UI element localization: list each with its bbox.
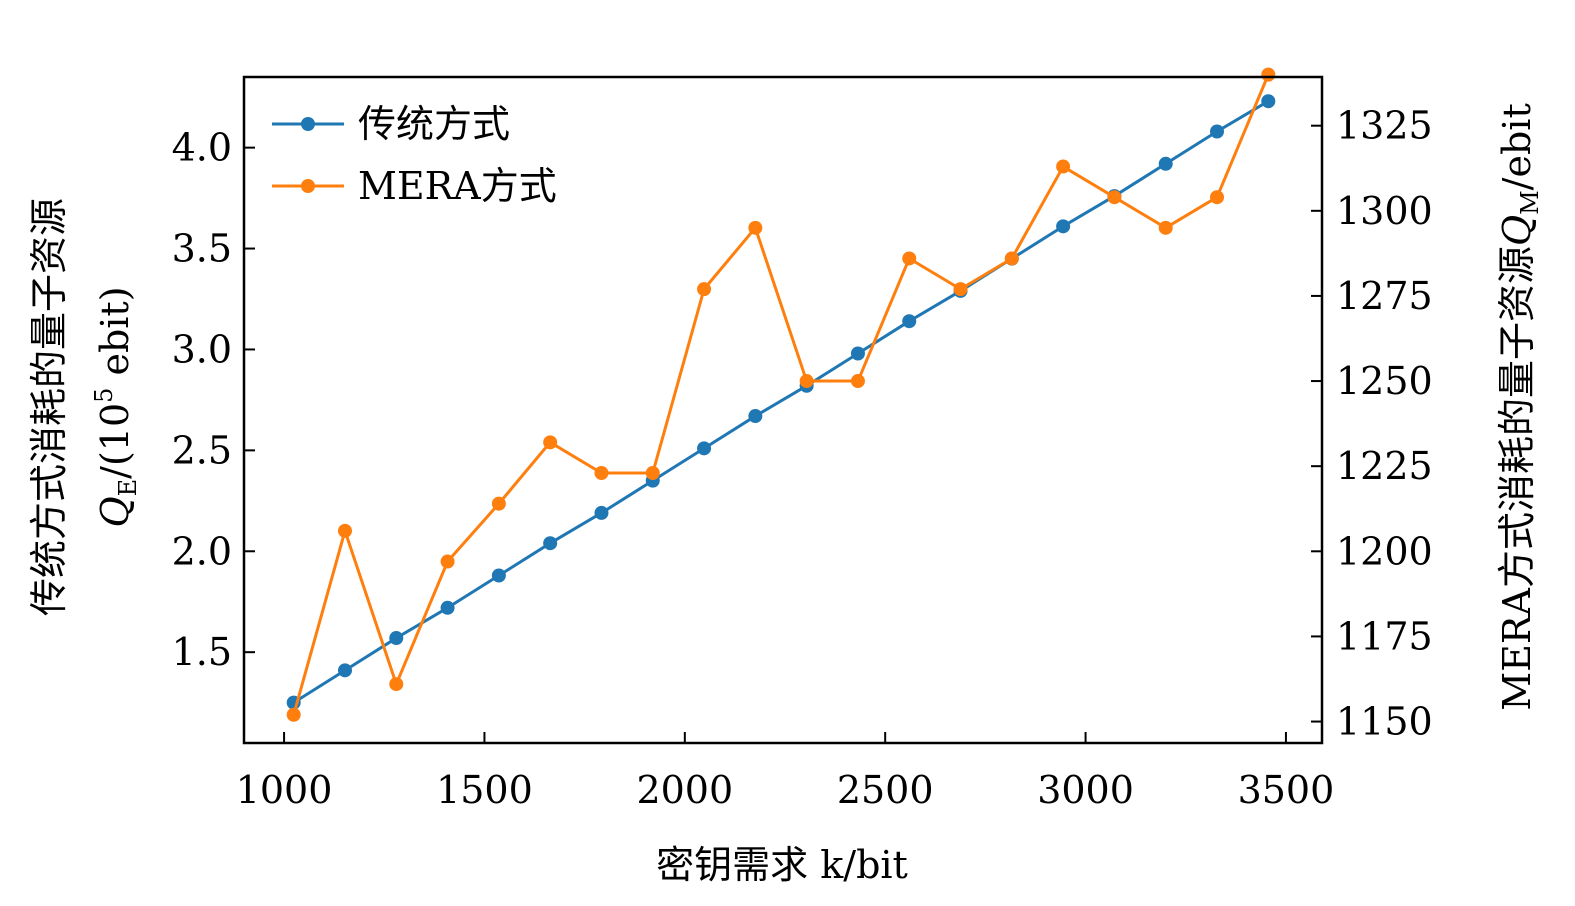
series-1-point bbox=[389, 677, 404, 692]
right-y-tick-label: 1225 bbox=[1336, 444, 1433, 488]
series-0-point bbox=[1056, 219, 1071, 234]
series-1-point bbox=[337, 523, 352, 538]
x-tick-label: 3000 bbox=[1037, 768, 1134, 812]
series-0-point bbox=[1210, 124, 1225, 139]
x-tick-label: 1500 bbox=[436, 768, 533, 812]
series-0-point bbox=[594, 505, 609, 520]
right-axis-symbol: Q bbox=[1495, 215, 1539, 246]
series-1-point bbox=[1056, 159, 1071, 174]
right-axis-unit: /ebit bbox=[1495, 103, 1539, 190]
series-0-point bbox=[850, 346, 865, 361]
plot-area bbox=[286, 67, 1276, 722]
legend: 传统方式 MERA方式 bbox=[272, 102, 557, 208]
series-0-point bbox=[389, 631, 404, 646]
x-axis-title: 密钥需求 k/bit bbox=[656, 843, 908, 887]
left-axis-subscript: E bbox=[114, 479, 142, 497]
right-y-tick-label: 1275 bbox=[1336, 274, 1433, 318]
left-y-tick-label: 1.5 bbox=[172, 630, 232, 674]
right-axis-title-main: MERA方式消耗的量子资源 bbox=[1495, 246, 1539, 711]
plot-frame bbox=[242, 75, 1324, 745]
series-1-point bbox=[1210, 190, 1225, 205]
series-1-point bbox=[748, 220, 763, 235]
series-1-point bbox=[1107, 190, 1122, 205]
series-0-point bbox=[1261, 94, 1276, 109]
series-0-point bbox=[748, 409, 763, 424]
series-line-0 bbox=[292, 99, 1270, 704]
series-0-point bbox=[543, 536, 558, 551]
series-1-point bbox=[543, 435, 558, 450]
legend-label-mera: MERA方式 bbox=[358, 164, 557, 208]
left-axis-title-unit: QE/(105 ebit) bbox=[90, 286, 142, 527]
series-1-point bbox=[953, 282, 968, 297]
series-1-point bbox=[850, 374, 865, 389]
series-1-point bbox=[440, 554, 455, 569]
left-y-tick-label: 4.0 bbox=[172, 126, 232, 170]
legend-marker-mera bbox=[301, 179, 315, 193]
series-1-point bbox=[286, 707, 301, 722]
x-tick-label: 2500 bbox=[837, 768, 934, 812]
right-y-tick-label: 1325 bbox=[1336, 104, 1433, 148]
left-axis-exponent: 5 bbox=[90, 388, 118, 403]
left-axis-title: 传统方式消耗的量子资源 QE/(105 ebit) bbox=[27, 198, 142, 616]
right-axis-title: MERA方式消耗的量子资源QM/ebit bbox=[1495, 103, 1544, 710]
right-y-tick-label: 1300 bbox=[1336, 189, 1433, 233]
x-tick-label: 1000 bbox=[236, 768, 333, 812]
right-y-tick-label: 1250 bbox=[1336, 359, 1433, 403]
series-1-point bbox=[799, 374, 814, 389]
axis-ticks: 1000 1500 2000 2500 3000 3500 1.5 2.0 2.5 3.0 3.5 4… bbox=[172, 104, 1433, 812]
series-0-point bbox=[1158, 156, 1173, 171]
series-0-point bbox=[491, 568, 506, 583]
left-y-tick-label: 3.5 bbox=[172, 227, 232, 271]
left-y-tick-label: 2.0 bbox=[172, 529, 232, 573]
series-1-point bbox=[1158, 220, 1173, 235]
series-1-point bbox=[594, 465, 609, 480]
series-0-point bbox=[697, 441, 712, 456]
series-1-point bbox=[491, 496, 506, 511]
x-tick-label: 2000 bbox=[636, 768, 733, 812]
left-axis-unit-end: ebit) bbox=[93, 286, 137, 387]
series-1-point bbox=[1261, 67, 1276, 82]
left-axis-title-main: 传统方式消耗的量子资源 bbox=[27, 198, 71, 616]
right-y-tick-label: 1200 bbox=[1336, 529, 1433, 573]
series-line-1 bbox=[292, 74, 1270, 716]
series-1-point bbox=[697, 282, 712, 297]
x-tick-label: 3500 bbox=[1238, 768, 1335, 812]
series-0-point bbox=[337, 663, 352, 678]
legend-label-traditional: 传统方式 bbox=[358, 102, 510, 146]
left-axis-symbol: Q bbox=[93, 496, 137, 527]
left-y-tick-label: 3.0 bbox=[172, 327, 232, 371]
left-y-tick-label: 2.5 bbox=[172, 428, 232, 472]
legend-marker-traditional bbox=[301, 117, 315, 131]
right-y-tick-label: 1150 bbox=[1336, 700, 1433, 744]
series-0-point bbox=[440, 600, 455, 615]
series-1-point bbox=[1004, 251, 1019, 266]
left-axis-unit: /(10 bbox=[93, 403, 137, 479]
series-1-point bbox=[645, 465, 660, 480]
right-axis-subscript: M bbox=[1516, 190, 1544, 215]
series-1-point bbox=[902, 251, 917, 266]
right-y-tick-label: 1175 bbox=[1336, 614, 1433, 658]
series-0-point bbox=[902, 314, 917, 329]
